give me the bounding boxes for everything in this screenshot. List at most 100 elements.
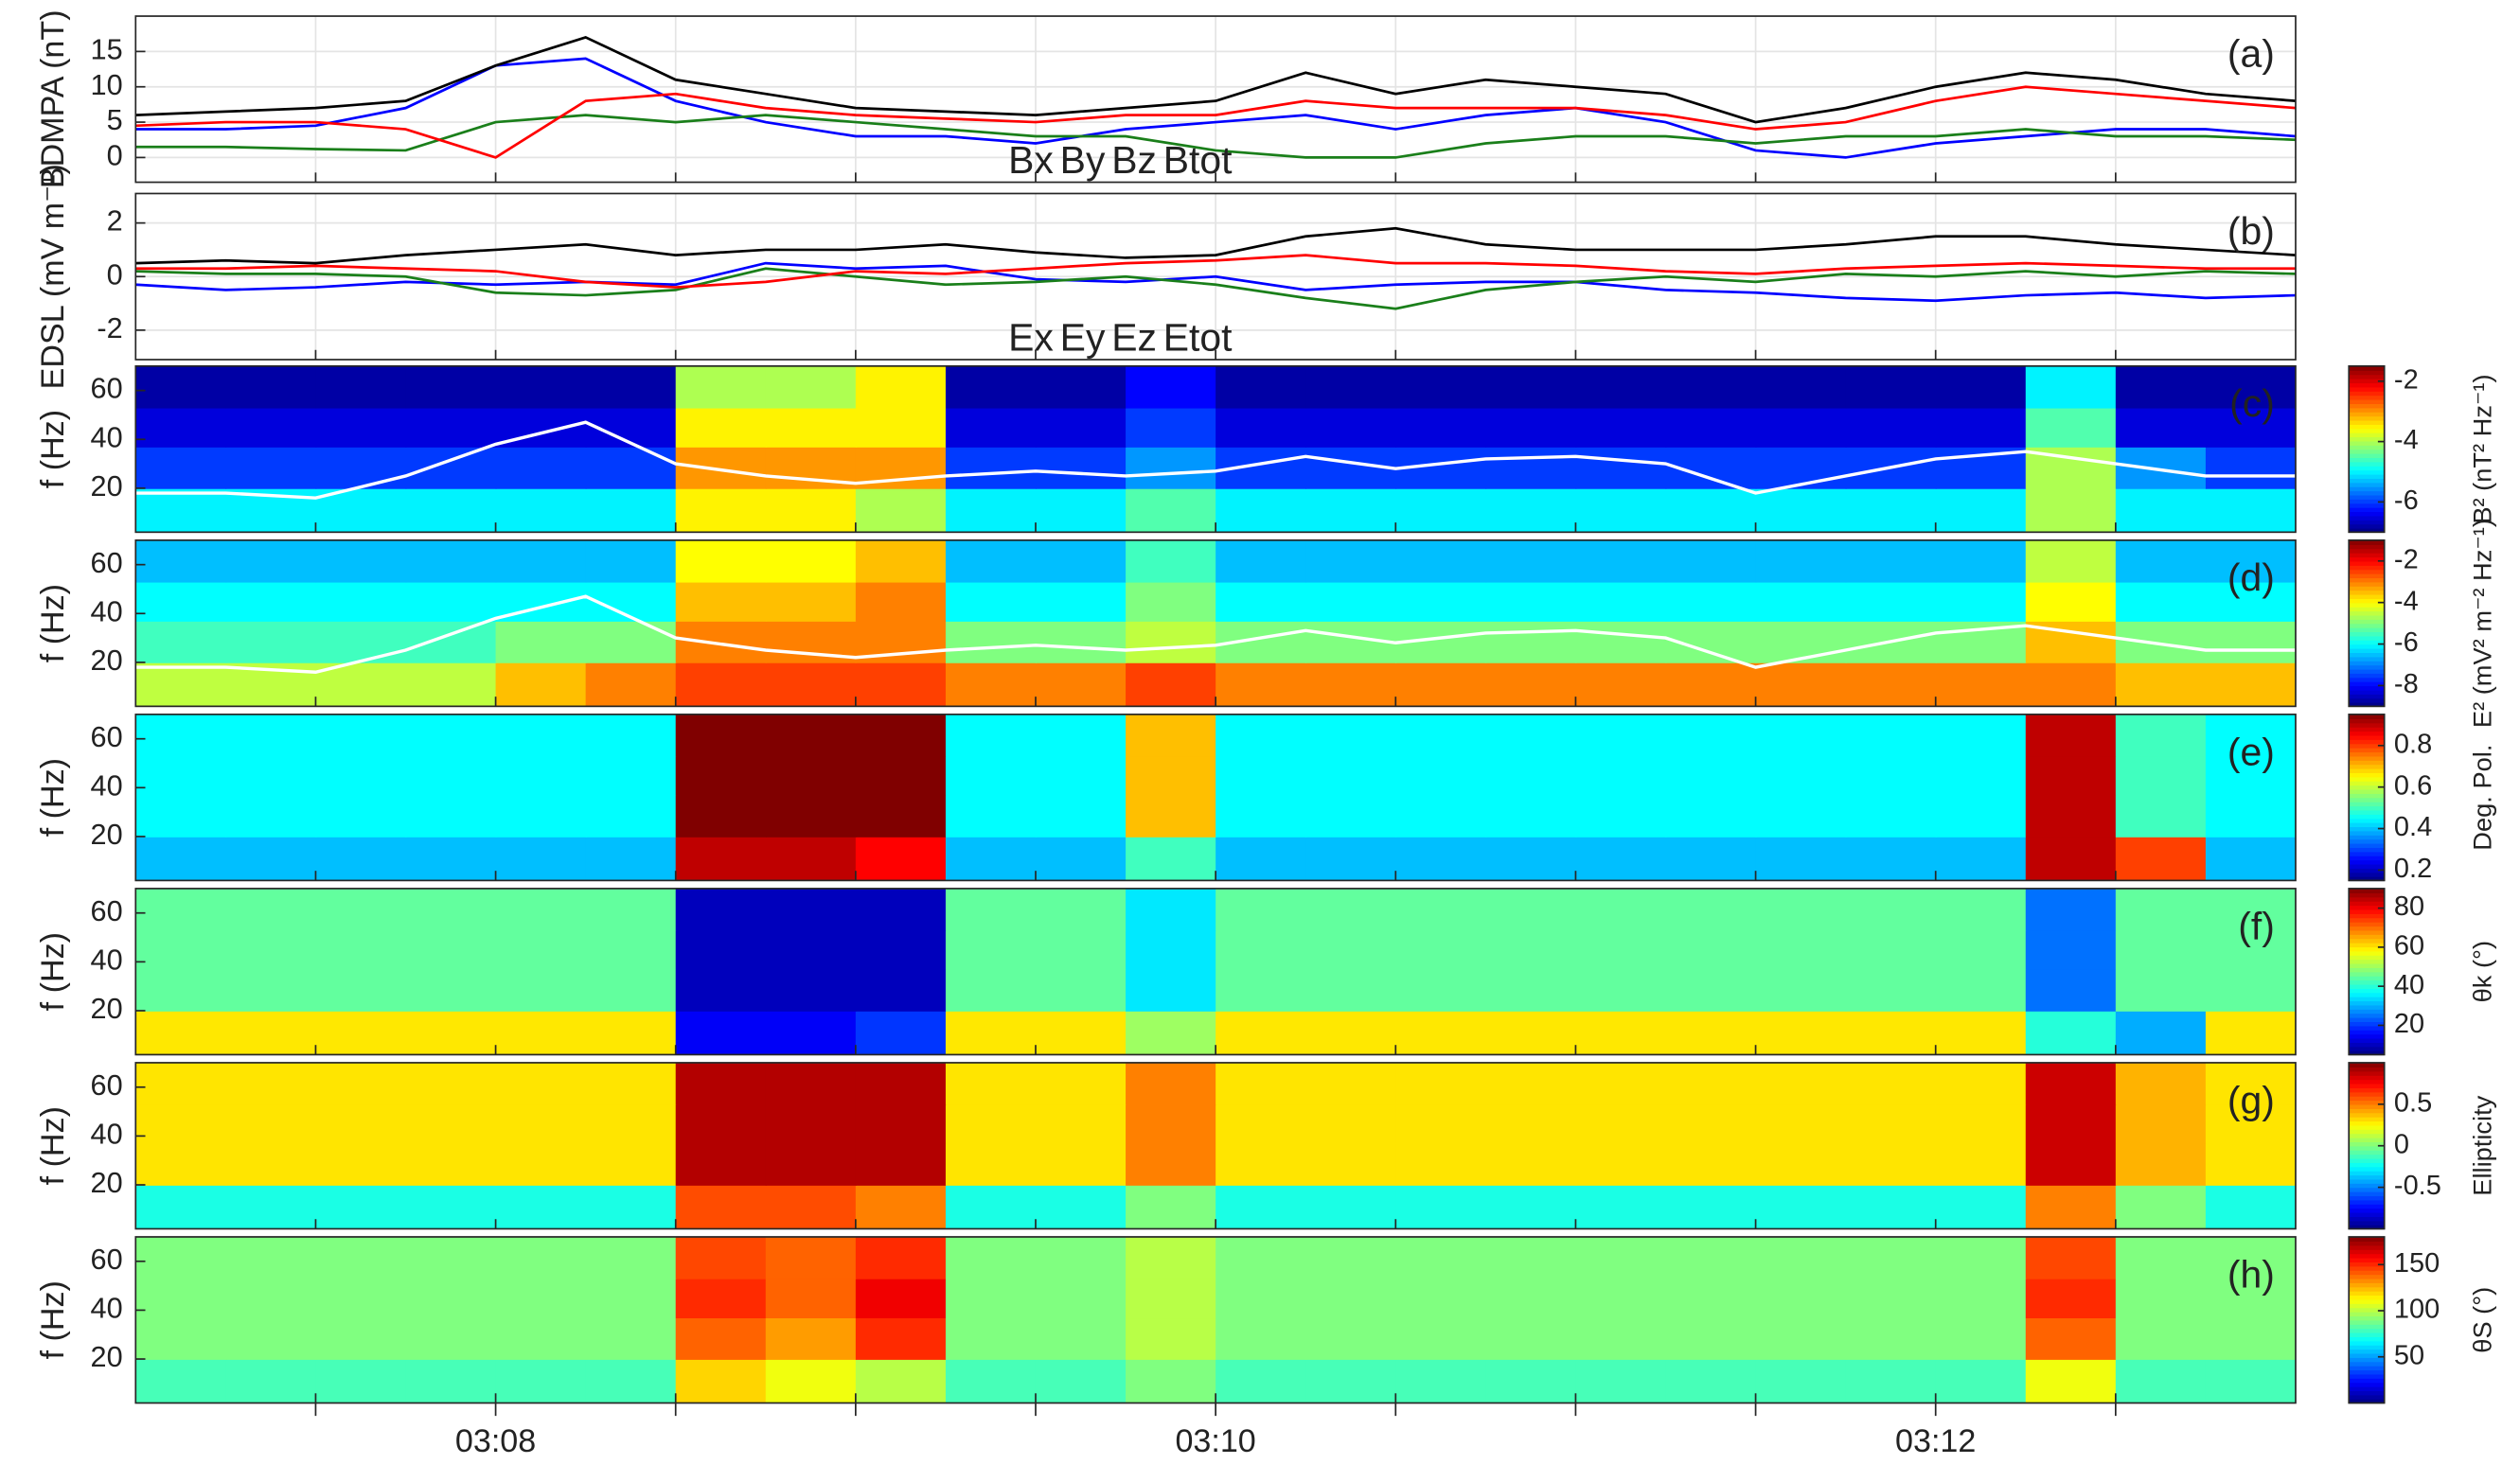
heatmap-cell: [1216, 755, 1307, 796]
heatmap-cell: [405, 1062, 497, 1105]
colorbar-step: [2349, 971, 2385, 977]
colorbar-step: [2349, 1216, 2385, 1222]
x-tick-label: 03:10: [1175, 1423, 1255, 1459]
heatmap-cell: [1665, 581, 1757, 622]
heatmap-cell: [585, 1278, 677, 1319]
heatmap-cell: [1665, 1236, 1757, 1279]
colorbar-step: [2349, 386, 2385, 392]
colorbar-step: [2349, 565, 2385, 571]
heatmap-cell: [2205, 755, 2296, 796]
heatmap-cell: [2205, 662, 2296, 707]
heatmap-cell: [2115, 1185, 2207, 1229]
heatmap-cell: [1845, 662, 1937, 707]
colorbar-step: [2349, 1399, 2385, 1404]
colorbar-step: [2349, 631, 2385, 637]
heatmap-cell: [855, 1236, 947, 1279]
heatmap-cell: [1665, 1317, 1757, 1360]
heatmap-cell: [1755, 755, 1847, 796]
colorbar-step: [2349, 809, 2385, 815]
heatmap-cell: [765, 836, 857, 881]
heatmap-cell: [135, 714, 227, 757]
colorbar-step: [2349, 988, 2385, 994]
colorbar-step: [2349, 1278, 2385, 1283]
colorbar-tick-label: 0: [2394, 1129, 2409, 1159]
heatmap-cell: [855, 662, 947, 707]
colorbar-step: [2349, 590, 2385, 595]
colorbar-step: [2349, 793, 2385, 799]
heatmap-cell: [1485, 1359, 1577, 1403]
heatmap-cell: [405, 836, 497, 881]
heatmap-cell: [1755, 1236, 1847, 1279]
colorbar-step: [2349, 1211, 2385, 1217]
colorbar-step: [2349, 743, 2385, 749]
y-tick-label: 10: [91, 69, 123, 101]
heatmap-cell: [2115, 1236, 2207, 1279]
heatmap-cell: [765, 1317, 857, 1360]
heatmap-cell: [315, 795, 407, 838]
heatmap-cell: [1305, 662, 1397, 707]
heatmap-cell: [2205, 969, 2296, 1012]
heatmap-cell: [315, 1278, 407, 1319]
heatmap-cell: [855, 1317, 947, 1360]
heatmap-cell: [1845, 407, 1937, 448]
heatmap-cell: [2115, 621, 2207, 663]
heatmap-cell: [675, 1236, 767, 1279]
colorbar-step: [2349, 440, 2385, 446]
x-tick-label: 03:08: [455, 1423, 536, 1459]
colorbar-step: [2349, 764, 2385, 769]
heatmap-cell: [1575, 714, 1667, 757]
heatmap-cell: [1755, 714, 1847, 757]
heatmap-cell: [1935, 1143, 2027, 1186]
heatmap-cell: [1126, 407, 1216, 448]
heatmap-cell: [945, 1278, 1037, 1319]
colorbar-step: [2349, 1187, 2385, 1192]
heatmap-cell: [1575, 365, 1667, 409]
heatmap-cell: [2205, 1236, 2296, 1279]
heatmap-cell: [675, 755, 767, 796]
colorbar-step: [2349, 868, 2385, 873]
heatmap-cell: [945, 487, 1037, 533]
heatmap-cell: [675, 621, 767, 663]
y-tick-label: 40: [91, 595, 123, 627]
heatmap-cell: [2115, 1278, 2207, 1319]
colorbar-step: [2349, 876, 2385, 882]
heatmap-cell: [1845, 1143, 1937, 1186]
y-tick-label: 60: [91, 1244, 123, 1276]
heatmap-cell: [405, 1359, 497, 1403]
heatmap-cell: [135, 662, 227, 707]
heatmap-cell: [2025, 1236, 2117, 1279]
colorbar-step: [2349, 1307, 2385, 1313]
heatmap-cell: [2205, 1062, 2296, 1105]
heatmap-cell: [1395, 969, 1487, 1012]
heatmap-cell: [1665, 969, 1757, 1012]
heatmap-cell: [675, 888, 767, 931]
heatmap-cell: [585, 888, 677, 931]
heatmap-cell: [585, 365, 677, 409]
y-axis-label: f (Hz): [35, 932, 71, 1011]
heatmap-cell: [765, 1062, 857, 1105]
colorbar-step: [2349, 1332, 2385, 1337]
heatmap-cell: [225, 929, 317, 970]
colorbar-step: [2349, 412, 2385, 417]
heatmap-cell: [2115, 365, 2207, 409]
heatmap-cell: [2025, 795, 2117, 838]
colorbar-step: [2349, 950, 2385, 956]
colorbar-frame: [2348, 538, 2386, 708]
colorbar-step: [2349, 755, 2385, 761]
heatmap-cell: [1935, 969, 2027, 1012]
heatmap-cell: [2205, 365, 2296, 409]
heatmap-cell: [855, 714, 947, 757]
series-line: [135, 85, 2296, 159]
colorbar-step: [2349, 962, 2385, 968]
colorbar-step: [2349, 469, 2385, 475]
heatmap-cell: [1305, 539, 1397, 583]
heatmap-cell: [1665, 714, 1757, 757]
heatmap-cell: [675, 1062, 767, 1105]
colorbar-step: [2349, 1116, 2385, 1122]
heatmap-cell: [2025, 969, 2117, 1012]
colorbar-step: [2349, 556, 2385, 562]
colorbar-step: [2349, 1009, 2385, 1014]
heatmap-cell: [1035, 1236, 1127, 1279]
heatmap-cell: [135, 1062, 227, 1105]
colorbar-step: [2349, 718, 2385, 724]
